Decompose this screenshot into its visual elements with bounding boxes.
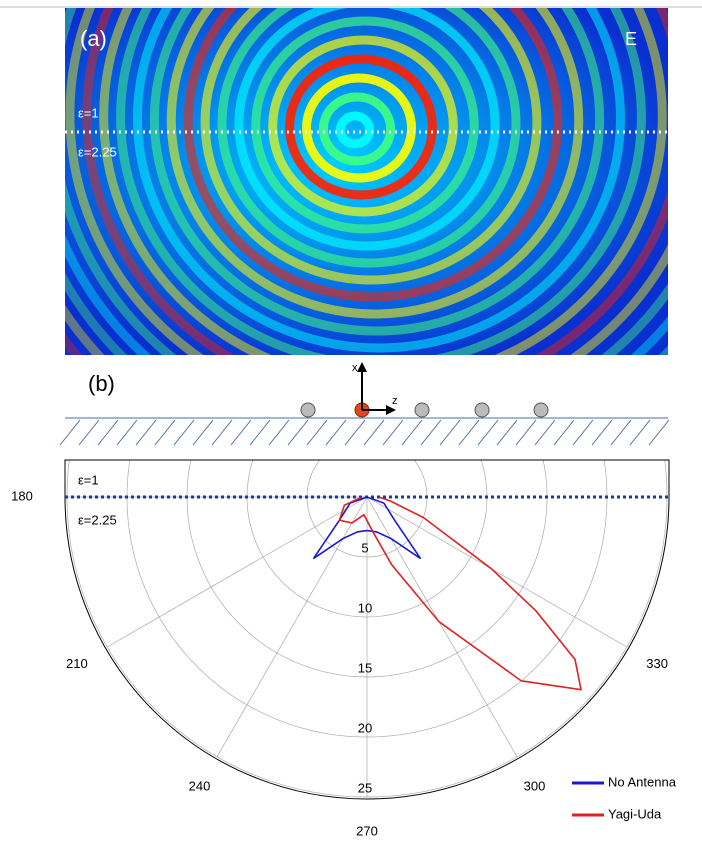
medium-label: ε=2.25 <box>78 512 117 527</box>
hatch-line <box>458 419 480 446</box>
r-tick-label: 25 <box>358 780 372 795</box>
hatch-line <box>534 419 556 446</box>
hatch-line <box>401 419 423 446</box>
field-ring <box>149 8 605 336</box>
legend-label: Yagi-Uda <box>608 806 662 821</box>
hatch-line <box>629 419 651 446</box>
hatch-line <box>610 419 632 446</box>
medium-label: ε=1 <box>78 105 99 120</box>
field-ring <box>217 8 521 268</box>
hatch-line <box>477 419 499 446</box>
hatch-line <box>591 419 613 446</box>
field-ring <box>234 8 500 251</box>
field-ring <box>285 54 437 200</box>
grid-spoke <box>366 496 518 757</box>
field-ring <box>200 8 542 285</box>
hatch-line <box>515 419 537 446</box>
field-label: E <box>625 29 637 49</box>
theta-tick-label: 330 <box>646 656 668 671</box>
field-ring <box>335 111 375 149</box>
hatch-line <box>496 419 518 446</box>
grid-spoke <box>216 496 368 757</box>
field-ring <box>251 16 479 234</box>
hatch-line <box>363 419 385 446</box>
r-tick-label: 15 <box>358 660 372 675</box>
medium-label: ε=1 <box>78 472 99 487</box>
theta-tick-label: 180 <box>11 488 33 503</box>
hatch-line <box>268 419 290 446</box>
hatch-line <box>382 419 404 446</box>
hatch-line <box>344 419 366 446</box>
axis-label: x <box>352 362 358 374</box>
hatch-line <box>325 419 347 446</box>
hatch-line <box>135 419 157 446</box>
theta-tick-label: 210 <box>66 656 88 671</box>
theta-tick-label: 240 <box>189 779 211 794</box>
legend-label: No Antenna <box>608 774 677 789</box>
theta-tick-label: 300 <box>524 779 546 794</box>
hatch-line <box>154 419 176 446</box>
hatch-line <box>97 419 119 446</box>
hatch-line <box>59 419 81 446</box>
hatch-line <box>306 419 328 446</box>
hatch-line <box>420 419 442 446</box>
hatch-line <box>192 419 214 446</box>
panel-label: (a) <box>80 26 107 51</box>
panel-label: (b) <box>88 371 115 396</box>
field-map <box>65 8 668 355</box>
theta-tick-label: 270 <box>356 823 378 838</box>
field-ring <box>318 92 396 166</box>
hatch-line <box>78 419 100 446</box>
field-ring <box>116 8 646 355</box>
r-tick-label: 5 <box>361 540 368 555</box>
grid-spoke <box>366 496 627 648</box>
hatch-line <box>439 419 461 446</box>
hatch-line <box>116 419 138 446</box>
hatch-line <box>648 419 670 446</box>
hatch-line <box>249 419 271 446</box>
hatch-line <box>553 419 575 446</box>
r-tick-label: 20 <box>358 720 372 735</box>
grid-spoke <box>107 496 368 648</box>
field-ring <box>133 8 625 353</box>
axis-label: z <box>392 395 398 407</box>
hatch-line <box>572 419 594 446</box>
field-ring <box>183 8 563 302</box>
hatch-line <box>287 419 309 446</box>
hatch-line <box>211 419 233 446</box>
field-ring <box>302 73 416 183</box>
field-ring <box>268 35 458 217</box>
substrate-hatch <box>59 419 670 446</box>
antenna <box>300 362 549 418</box>
hatch-line <box>230 419 252 446</box>
field-ring <box>82 8 668 355</box>
medium-label: ε=2.25 <box>78 144 117 159</box>
field-ring <box>99 8 667 355</box>
field-ring <box>65 8 668 355</box>
polar-plot: 5 10 15 20 25 180 210 240 270 300 330 ε=1 ε=2.25 No A… <box>11 459 677 838</box>
r-tick-label: 10 <box>358 600 372 615</box>
hatch-line <box>173 419 195 446</box>
series-line <box>338 496 583 691</box>
plot-frame <box>64 459 670 800</box>
field-ring <box>166 8 584 319</box>
